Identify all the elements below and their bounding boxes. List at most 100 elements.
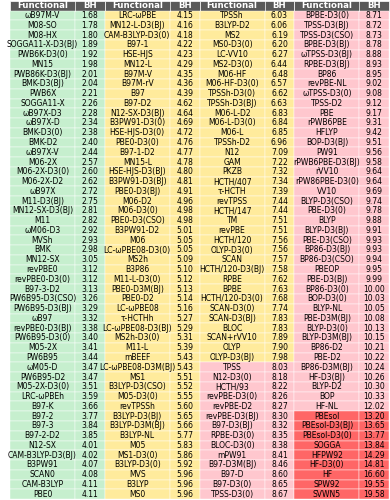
Text: 7.44: 7.44	[271, 206, 288, 216]
Text: SOGGA11-X: SOGGA11-X	[20, 99, 65, 108]
Bar	[10, 186, 75, 196]
Bar	[294, 157, 359, 167]
Text: PBE-D3(0): PBE-D3(0)	[307, 206, 346, 216]
Text: 3.12: 3.12	[82, 275, 98, 284]
Bar	[105, 118, 170, 128]
Bar	[294, 352, 359, 362]
Bar	[200, 362, 264, 372]
Text: 10.26: 10.26	[363, 372, 385, 382]
Bar	[264, 98, 294, 108]
Bar	[75, 98, 105, 108]
Text: CAM-B3LYP-D3(0): CAM-B3LYP-D3(0)	[104, 30, 170, 40]
Text: HFLYP: HFLYP	[316, 128, 338, 138]
Bar	[170, 245, 200, 255]
Text: M05-D3(0): M05-D3(0)	[117, 392, 158, 401]
Bar	[105, 372, 170, 382]
Bar	[359, 79, 389, 89]
Text: M11-L: M11-L	[126, 343, 149, 352]
Bar	[105, 440, 170, 450]
Text: 4.98: 4.98	[176, 216, 193, 225]
Text: BLYP: BLYP	[318, 216, 336, 225]
Bar	[294, 314, 359, 324]
Text: τ-HCTH: τ-HCTH	[218, 187, 246, 196]
Text: 5.43: 5.43	[176, 353, 193, 362]
Bar	[264, 352, 294, 362]
Bar	[170, 20, 200, 30]
Bar	[75, 128, 105, 138]
Text: Functional: Functional	[301, 1, 352, 10]
Bar	[294, 372, 359, 382]
Bar	[264, 186, 294, 196]
Bar	[10, 245, 75, 255]
Text: BOP-D3(BJ): BOP-D3(BJ)	[306, 138, 348, 147]
Text: MN12-SX: MN12-SX	[25, 256, 60, 264]
Text: PW91: PW91	[316, 148, 338, 157]
Text: 4.39: 4.39	[176, 89, 193, 98]
Text: 7.57: 7.57	[271, 256, 288, 264]
Text: TM: TM	[227, 216, 238, 225]
Text: B3LYP-D2: B3LYP-D2	[214, 21, 250, 30]
Text: OLYP: OLYP	[223, 343, 241, 352]
Text: 10.24: 10.24	[363, 362, 385, 372]
Text: 9.51: 9.51	[366, 138, 383, 147]
Text: SCAN0: SCAN0	[30, 470, 55, 479]
Text: PBE-D3M(BJ): PBE-D3M(BJ)	[303, 314, 351, 323]
Bar	[105, 138, 170, 147]
Text: 19.58: 19.58	[363, 490, 385, 499]
Text: BP86-D3(BJ): BP86-D3(BJ)	[304, 246, 350, 254]
Bar	[105, 196, 170, 206]
Bar	[105, 274, 170, 284]
Bar	[75, 186, 105, 196]
Text: MS0-D3(0): MS0-D3(0)	[212, 40, 252, 50]
Bar	[10, 411, 75, 421]
Text: 5.65: 5.65	[176, 412, 193, 420]
Bar	[294, 138, 359, 147]
Bar	[264, 460, 294, 470]
Bar	[170, 333, 200, 343]
Text: BLYP-D3(BJ): BLYP-D3(BJ)	[305, 226, 349, 235]
Text: revPBE0: revPBE0	[27, 265, 58, 274]
Bar	[170, 69, 200, 79]
Bar	[359, 69, 389, 79]
Bar	[294, 236, 359, 245]
Bar	[359, 20, 389, 30]
Bar	[200, 89, 264, 99]
Text: HF-D3(BJ): HF-D3(BJ)	[308, 372, 346, 382]
Bar	[200, 216, 264, 226]
Text: 4.98: 4.98	[176, 206, 193, 216]
Bar	[264, 236, 294, 245]
Text: M06-2X-D2: M06-2X-D2	[21, 177, 64, 186]
Bar	[105, 148, 170, 157]
Bar	[294, 480, 359, 490]
Text: B97-1: B97-1	[126, 40, 149, 50]
Text: HF-D3(0): HF-D3(0)	[310, 460, 344, 469]
Bar	[264, 138, 294, 147]
Bar	[10, 206, 75, 216]
Bar	[10, 352, 75, 362]
Bar	[105, 402, 170, 411]
Bar	[264, 157, 294, 167]
Bar	[170, 372, 200, 382]
Text: LC-ωPBE08-D3(0): LC-ωPBE08-D3(0)	[104, 246, 171, 254]
Bar	[75, 382, 105, 392]
Bar	[170, 196, 200, 206]
Bar	[75, 50, 105, 59]
Text: 3.66: 3.66	[82, 402, 98, 411]
Bar	[10, 480, 75, 490]
Bar	[10, 362, 75, 372]
Text: 10.21: 10.21	[363, 343, 385, 352]
Bar	[200, 108, 264, 118]
Text: PBEsol-D3(0): PBEsol-D3(0)	[302, 431, 352, 440]
Text: RPBE-D3(BJ): RPBE-D3(BJ)	[303, 60, 350, 69]
Text: 9.58: 9.58	[366, 158, 383, 166]
Bar	[294, 304, 359, 314]
Bar	[75, 30, 105, 40]
Bar	[200, 352, 264, 362]
Bar	[264, 69, 294, 79]
Text: 2.38: 2.38	[82, 128, 98, 138]
Text: 4.08: 4.08	[82, 470, 98, 479]
Bar	[75, 255, 105, 264]
Text: 6.96: 6.96	[271, 138, 288, 147]
Bar	[10, 40, 75, 50]
Bar	[359, 108, 389, 118]
